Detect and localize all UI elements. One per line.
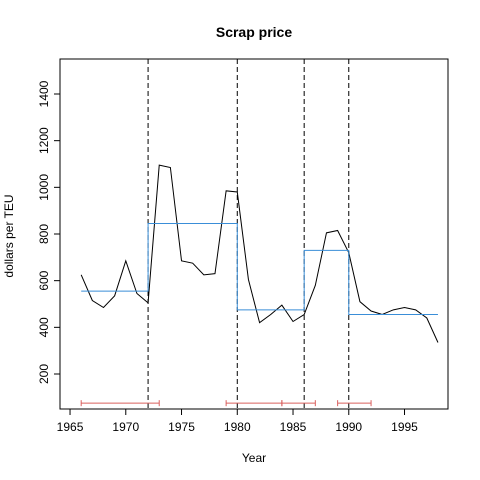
x-tick-label: 1985 bbox=[280, 420, 307, 434]
y-tick-label: 400 bbox=[37, 317, 51, 337]
plot-frame bbox=[59, 58, 449, 410]
y-tick-label: 1000 bbox=[37, 174, 51, 201]
observed-series-line bbox=[80, 164, 439, 343]
y-axis-label: dollars per TEU bbox=[2, 194, 16, 277]
x-tick-label: 1970 bbox=[112, 420, 139, 434]
y-tick-label: 200 bbox=[37, 364, 51, 384]
x-tick-label: 1965 bbox=[57, 420, 84, 434]
chart-title: Scrap price bbox=[216, 24, 292, 40]
plot-area: 1965 1970 1975 1980 1985 1990 1995 200 400 600 800… bbox=[37, 58, 449, 434]
x-tick-label: 1995 bbox=[391, 420, 418, 434]
fitted-step-line bbox=[81, 223, 438, 315]
y-tick-label: 1200 bbox=[37, 127, 51, 154]
y-tick-label: 600 bbox=[37, 270, 51, 290]
y-tick-label: 800 bbox=[37, 224, 51, 244]
x-tick-label: 1980 bbox=[224, 420, 251, 434]
y-tick-label: 1400 bbox=[37, 80, 51, 107]
x-axis-label: Year bbox=[242, 451, 266, 465]
x-tick-label: 1975 bbox=[168, 420, 195, 434]
x-tick-label: 1990 bbox=[335, 420, 362, 434]
